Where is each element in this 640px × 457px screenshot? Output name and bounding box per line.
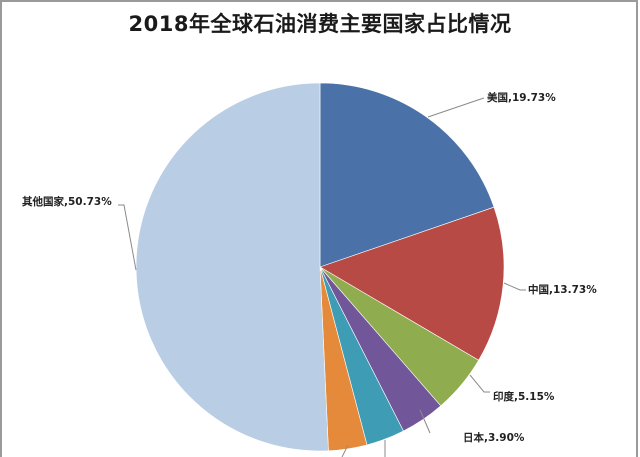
leader-line-in (469, 374, 490, 393)
label-other: 其他国家,50.73% (22, 195, 112, 208)
pie-slice-美国 (319, 82, 495, 268)
pie-slice-其他国家 (135, 82, 329, 452)
leader-line-us (427, 97, 485, 118)
leader-line-jp (419, 409, 431, 434)
pie-slices (135, 82, 505, 452)
chart-title: 2018年全球石油消费主要国家占比情况 (128, 12, 512, 36)
leader-line-other (118, 204, 137, 271)
label-jp: 日本,3.90% (463, 431, 525, 444)
label-in: 印度,5.15% (493, 390, 555, 403)
leader-line-orange (341, 444, 349, 457)
label-cn: 中国,13.73% (528, 283, 597, 296)
leader-line-cn (503, 282, 526, 291)
label-us: 美国,19.73% (487, 91, 556, 104)
pie-slice-中国 (319, 206, 505, 361)
leader-lines (118, 97, 526, 457)
